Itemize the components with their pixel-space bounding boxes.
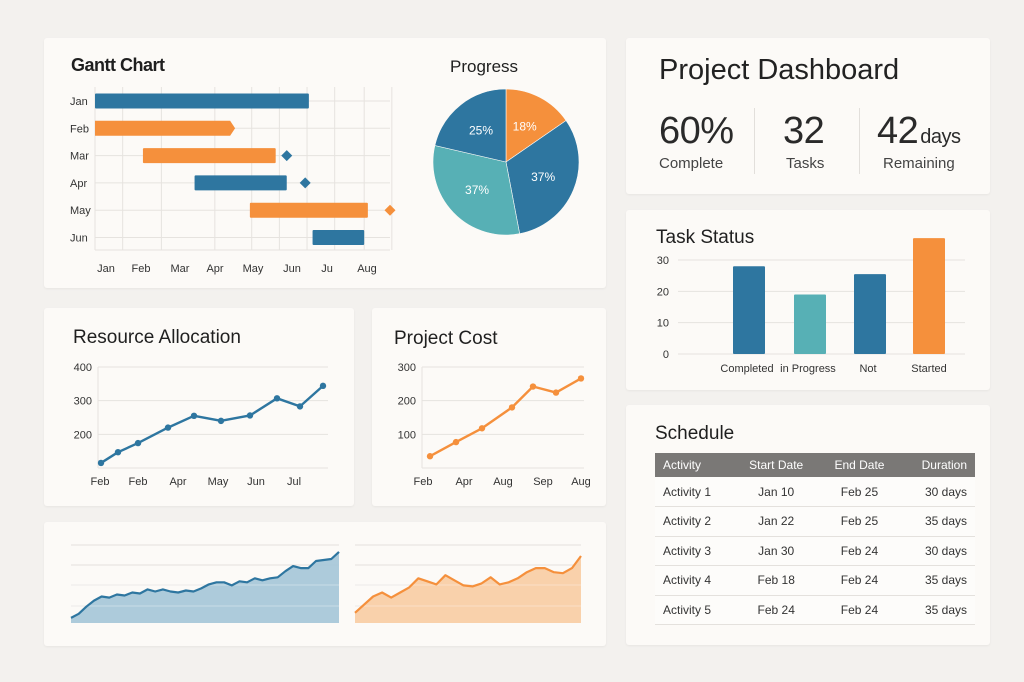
cell-duration: 30 days — [899, 477, 975, 507]
table-row[interactable]: Activity 1 Jan 10 Feb 25 30 days — [655, 477, 975, 507]
schedule-table: Activity Start Date End Date Duration Ac… — [655, 453, 975, 625]
resource-allocation-title: Resource Allocation — [73, 327, 241, 348]
gantt-progress-card: Gantt Chart Progress — [44, 38, 606, 288]
resource-allocation-card: Resource Allocation — [44, 308, 354, 506]
kpi-divider — [754, 108, 755, 174]
table-row[interactable]: Activity 3 Jan 30 Feb 24 30 days — [655, 536, 975, 566]
schedule-title: Schedule — [655, 423, 735, 444]
cell-start-date: Jan 10 — [733, 477, 820, 507]
cell-duration: 35 days — [899, 506, 975, 537]
column-header-activity[interactable]: Activity — [655, 453, 734, 477]
kpi-remaining-value: 42 days — [877, 110, 961, 152]
progress-chart-title: Progress — [450, 57, 519, 76]
cell-duration: 30 days — [899, 536, 975, 566]
column-header-start-date[interactable]: Start Date — [733, 453, 820, 477]
cell-activity: Activity 5 — [655, 595, 734, 625]
project-cost-card: Project Cost — [372, 308, 606, 506]
schedule-header-row: Activity Start Date End Date Duration — [655, 453, 975, 477]
cell-end-date: Feb 24 — [819, 595, 900, 625]
cell-activity: Activity 1 — [655, 477, 734, 507]
kpi-remaining-label: Remaining — [883, 155, 955, 172]
task-status-card: Task Status — [626, 210, 990, 390]
cell-end-date: Feb 24 — [819, 565, 900, 596]
cell-end-date: Feb 24 — [819, 536, 900, 566]
kpi-complete-value: 60% — [659, 110, 734, 152]
cell-start-date: Feb 24 — [733, 595, 820, 625]
cell-start-date: Jan 30 — [733, 536, 820, 566]
kpi-remaining: 42 days Remaining — [877, 110, 961, 172]
kpi-complete: 60% Complete — [659, 110, 734, 172]
dashboard-title: Project Dashboard — [659, 54, 900, 86]
kpi-tasks-value: 32 — [783, 110, 825, 152]
cell-end-date: Feb 25 — [819, 506, 900, 537]
schedule-card: Schedule Activity Start Date End Date Du… — [626, 405, 990, 645]
project-cost-title: Project Cost — [394, 328, 498, 349]
kpi-divider — [859, 108, 860, 174]
cell-activity: Activity 2 — [655, 506, 734, 537]
trend-area-card — [44, 522, 606, 646]
dashboard-summary-card: Project Dashboard 60% Complete 32 Tasks … — [626, 38, 990, 194]
table-row[interactable]: Activity 4 Feb 18 Feb 24 35 days — [655, 565, 975, 596]
column-header-end-date[interactable]: End Date — [819, 453, 900, 477]
kpi-tasks-label: Tasks — [786, 155, 825, 172]
cell-end-date: Feb 25 — [819, 477, 900, 507]
table-row[interactable]: Activity 2 Jan 22 Feb 25 35 days — [655, 506, 975, 537]
column-header-duration[interactable]: Duration — [899, 453, 975, 477]
kpi-tasks: 32 Tasks — [783, 110, 825, 172]
cell-start-date: Jan 22 — [733, 506, 820, 537]
gantt-chart-title: Gantt Chart — [71, 55, 165, 75]
table-row[interactable]: Activity 5 Feb 24 Feb 24 35 days — [655, 595, 975, 625]
cell-duration: 35 days — [899, 595, 975, 625]
cell-start-date: Feb 18 — [733, 565, 820, 596]
cell-activity: Activity 4 — [655, 565, 734, 596]
task-status-title: Task Status — [656, 227, 755, 248]
cell-activity: Activity 3 — [655, 536, 734, 566]
cell-duration: 35 days — [899, 565, 975, 596]
kpi-complete-label: Complete — [659, 155, 724, 172]
kpi-remaining-unit: days — [920, 126, 961, 148]
